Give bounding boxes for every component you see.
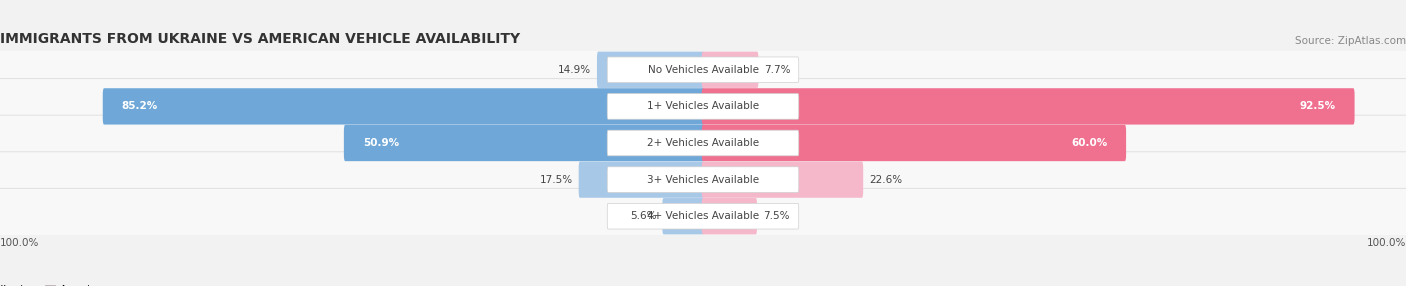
Text: 7.5%: 7.5% [762, 211, 789, 221]
FancyBboxPatch shape [702, 198, 756, 234]
FancyBboxPatch shape [103, 88, 704, 124]
FancyBboxPatch shape [579, 162, 704, 198]
FancyBboxPatch shape [0, 79, 1406, 134]
Text: 17.5%: 17.5% [540, 175, 574, 184]
Text: 60.0%: 60.0% [1071, 138, 1108, 148]
FancyBboxPatch shape [607, 57, 799, 83]
Text: 50.9%: 50.9% [363, 138, 399, 148]
FancyBboxPatch shape [702, 52, 758, 88]
FancyBboxPatch shape [0, 115, 1406, 171]
FancyBboxPatch shape [0, 188, 1406, 244]
Text: 7.7%: 7.7% [765, 65, 790, 75]
Text: 1+ Vehicles Available: 1+ Vehicles Available [647, 102, 759, 111]
Text: No Vehicles Available: No Vehicles Available [648, 65, 758, 75]
Text: 85.2%: 85.2% [121, 102, 157, 111]
Text: 2+ Vehicles Available: 2+ Vehicles Available [647, 138, 759, 148]
FancyBboxPatch shape [0, 42, 1406, 98]
FancyBboxPatch shape [0, 152, 1406, 207]
Text: 3+ Vehicles Available: 3+ Vehicles Available [647, 175, 759, 184]
FancyBboxPatch shape [607, 203, 799, 229]
Text: 22.6%: 22.6% [869, 175, 903, 184]
FancyBboxPatch shape [607, 130, 799, 156]
Text: 4+ Vehicles Available: 4+ Vehicles Available [647, 211, 759, 221]
Text: 100.0%: 100.0% [0, 238, 39, 248]
Text: 14.9%: 14.9% [558, 65, 591, 75]
FancyBboxPatch shape [598, 52, 704, 88]
Text: IMMIGRANTS FROM UKRAINE VS AMERICAN VEHICLE AVAILABILITY: IMMIGRANTS FROM UKRAINE VS AMERICAN VEHI… [0, 32, 520, 46]
FancyBboxPatch shape [662, 198, 704, 234]
Text: Source: ZipAtlas.com: Source: ZipAtlas.com [1295, 36, 1406, 46]
FancyBboxPatch shape [702, 125, 1126, 161]
FancyBboxPatch shape [344, 125, 704, 161]
FancyBboxPatch shape [702, 88, 1354, 124]
FancyBboxPatch shape [607, 94, 799, 119]
Text: 92.5%: 92.5% [1299, 102, 1336, 111]
Text: 100.0%: 100.0% [1367, 238, 1406, 248]
Legend: Immigrants from Ukraine, American: Immigrants from Ukraine, American [0, 281, 114, 286]
FancyBboxPatch shape [702, 162, 863, 198]
FancyBboxPatch shape [607, 167, 799, 192]
Text: 5.6%: 5.6% [630, 211, 657, 221]
